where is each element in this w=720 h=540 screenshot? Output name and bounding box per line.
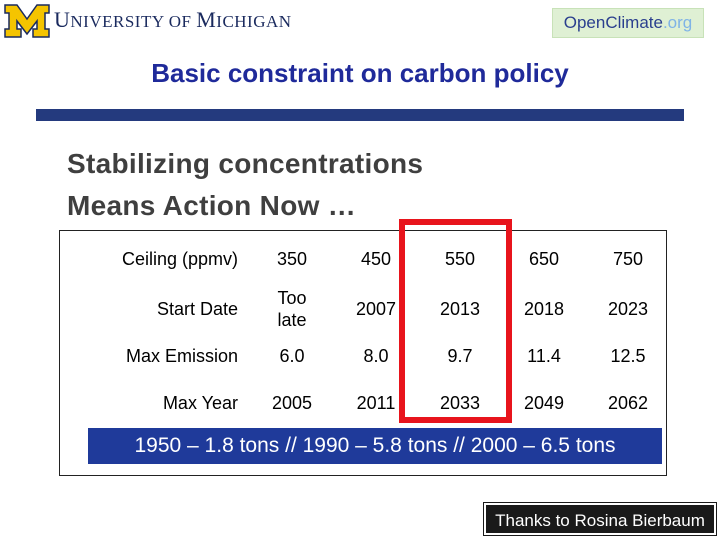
table-cell: 2005 — [271, 392, 313, 413]
row-label: Max Year — [162, 392, 238, 413]
table-cell: 2018 — [523, 298, 565, 319]
header-cell: 550 — [444, 248, 476, 269]
table-frame — [59, 230, 667, 476]
table-cell: 2013 — [439, 298, 481, 319]
slide-title: Basic constraint on carbon policy — [151, 58, 569, 88]
university-name: UNIVERSITY OF MICHIGAN — [54, 7, 292, 32]
table-row: Max Emission 6.0 8.0 9.7 11.4 12.5 — [60, 333, 670, 379]
table-cell: 8.0 — [363, 345, 389, 366]
stabilization-table: Ceiling (ppmv) 350 450 550 650 750 Start… — [60, 233, 670, 427]
table-cell: 2062 — [607, 392, 649, 413]
highlight-550-column — [399, 219, 512, 423]
table-cell: 11.4 — [527, 345, 561, 366]
header-cell: 450 — [360, 248, 392, 269]
header-label: Ceiling (ppmv) — [121, 248, 238, 269]
table-cell: 2033 — [439, 392, 481, 413]
row-label: Max Emission — [125, 345, 238, 366]
table-cell: 9.7 — [447, 345, 473, 366]
table-cell: 2049 — [523, 392, 565, 413]
subtitle-line-2: Means Action Now … — [67, 190, 357, 221]
table-row: Start Date Too late 2007 2013 2018 2023 — [60, 285, 670, 333]
table-cell: 6.0 — [279, 345, 305, 366]
header-cell: 350 — [276, 248, 308, 269]
subtitle-line-1: Stabilizing concentrations — [67, 148, 424, 179]
table-row: Max Year 2005 2011 2033 2049 2062 — [60, 379, 670, 427]
table-cell: Too late — [277, 288, 307, 330]
table-cell: 2011 — [356, 392, 396, 413]
row-label: Start Date — [156, 298, 238, 319]
table-cell: 2023 — [607, 298, 649, 319]
emissions-banner: 1950 – 1.8 tons // 1990 – 5.8 tons // 20… — [88, 428, 662, 464]
credit-label: Thanks to Rosina Bierbaum — [483, 502, 717, 536]
table-cell: 12.5 — [610, 345, 646, 366]
slide-subtitle: Stabilizing concentrations Means Action … — [67, 143, 423, 227]
header-cell: 650 — [528, 248, 560, 269]
title-divider-bar — [36, 109, 684, 121]
openclimate-logo: OpenClimate.org — [552, 8, 704, 38]
university-block-m-logo — [4, 4, 50, 38]
table-header-row: Ceiling (ppmv) 350 450 550 650 750 — [60, 233, 670, 285]
header-cell: 750 — [612, 248, 644, 269]
table-cell: 2007 — [355, 298, 397, 319]
